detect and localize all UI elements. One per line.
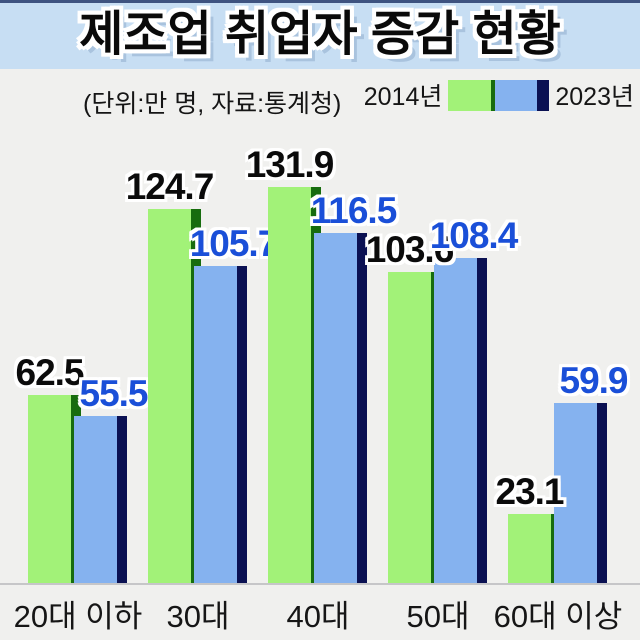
bar-2023-1 [74,416,117,583]
category-label-1: 20대 이하 [13,599,143,634]
bar-2014-2 [148,209,191,583]
bar-2014-3 [268,187,311,583]
value-label-2023-2: 105.7 [189,223,279,264]
bar-edge-2023-3 [357,233,367,583]
header-band: 제조업 취업자 증감 현황 [0,3,640,69]
value-label-2023-3: 116.5 [310,190,398,231]
legend-label-2014: 2014년 [363,83,443,111]
bar-2023-3 [314,233,357,583]
value-label-2014-5: 23.1 [495,471,564,512]
legend-swatch-2023 [495,79,550,111]
bar-2023-5 [554,403,597,583]
legend: 2014년 2023년 [364,79,634,111]
category-label-2: 30대 [166,599,230,634]
value-label-2014-4: 103.6 [365,229,455,270]
bar-edge-2023-1 [117,416,127,583]
category-label-3: 40대 [286,599,350,634]
value-label-2014-2: 124.7 [125,166,215,207]
value-label-2023-1: 55.5 [79,373,148,414]
bar-2014-1 [28,395,71,583]
bar-edge-2023-4 [477,258,487,583]
value-label-2014-1: 62.5 [15,352,84,393]
unit-source-note: (단위:만 명, 자료:통계청) [83,90,342,118]
bar-2023-4 [434,258,477,583]
page-title: 제조업 취업자 증감 현황 [79,8,561,61]
bar-edge-2023-2 [237,266,247,583]
category-label-4: 50대 [406,599,470,634]
legend-swatches [448,79,550,111]
bar-edge-2023-5 [597,403,607,583]
legend-label-2023: 2023년 [555,83,634,111]
x-axis-baseline [0,583,640,585]
bar-2023-2 [194,266,237,583]
value-label-2014-3: 131.9 [245,144,335,185]
bar-2014-4 [388,272,431,583]
legend-swatch-2014 [448,79,496,111]
category-label-5: 60대 이상 [493,599,623,634]
bar-2014-5 [508,514,551,583]
top-border [0,0,640,3]
value-label-2023-5: 59.9 [559,360,628,401]
value-label-2023-4: 108.4 [429,215,519,256]
